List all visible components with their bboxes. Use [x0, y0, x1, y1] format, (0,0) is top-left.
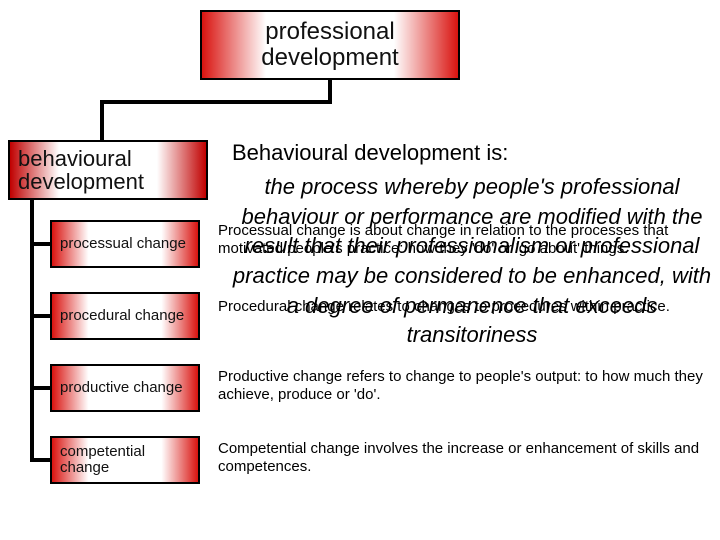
leaf-label: procedural change — [60, 308, 184, 325]
overlay-block: Behavioural development is: the process … — [232, 140, 712, 350]
connector — [100, 100, 104, 140]
connector — [30, 314, 50, 318]
overlay-title: Behavioural development is: — [232, 140, 712, 166]
overlay-definition: the process whereby people's professiona… — [232, 172, 712, 350]
connector — [30, 200, 34, 460]
leaf-node-processual: processual change — [50, 220, 200, 268]
root-node: professional development — [200, 10, 460, 80]
leaf-label: productive change — [60, 380, 183, 397]
connector — [30, 242, 50, 246]
leaf-desc-productive: Productive change refers to change to pe… — [218, 368, 708, 404]
leaf-node-procedural: procedural change — [50, 292, 200, 340]
root-label: professional development — [212, 19, 448, 72]
connector — [30, 386, 50, 390]
leaf-desc-competential: Competential change involves the increas… — [218, 440, 708, 476]
connector — [328, 80, 332, 102]
connector — [100, 100, 332, 104]
level2-node: behavioural development — [8, 140, 208, 200]
leaf-label: competential change — [60, 444, 190, 477]
connector — [30, 458, 50, 462]
leaf-node-productive: productive change — [50, 364, 200, 412]
level2-label: behavioural development — [18, 147, 198, 193]
leaf-label: processual change — [60, 236, 186, 253]
leaf-node-competential: competential change — [50, 436, 200, 484]
